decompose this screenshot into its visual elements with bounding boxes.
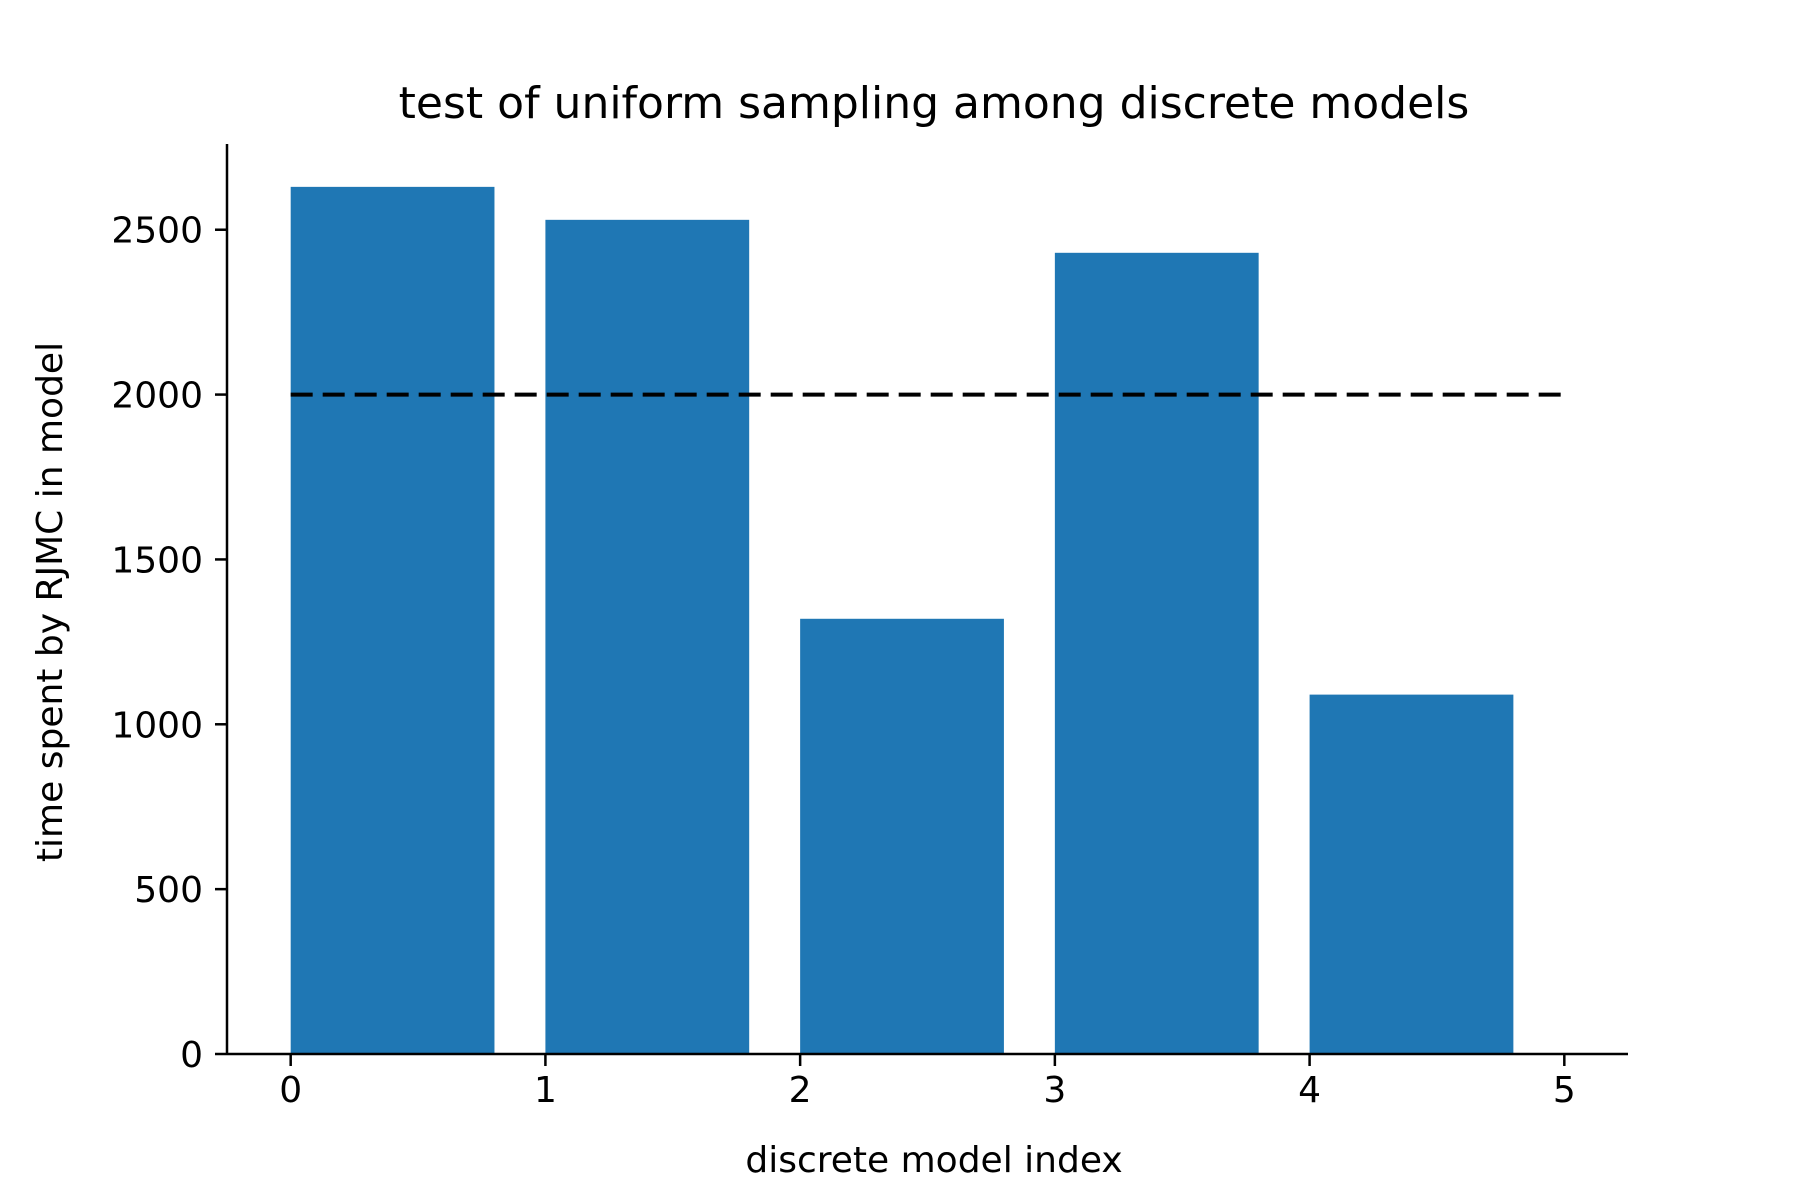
x-tick-label: 3 bbox=[1043, 1070, 1066, 1111]
bar-model-2 bbox=[800, 618, 1004, 1054]
y-tick-label: 2000 bbox=[111, 376, 203, 417]
x-tick-label: 0 bbox=[279, 1070, 302, 1111]
x-axis-label: discrete model index bbox=[745, 1140, 1122, 1181]
bar-model-3 bbox=[1054, 252, 1259, 1055]
y-tick-label: 500 bbox=[134, 870, 203, 911]
x-tick-label: 5 bbox=[1553, 1070, 1576, 1111]
x-tick-label: 4 bbox=[1298, 1070, 1321, 1111]
y-tick-label: 0 bbox=[180, 1035, 203, 1076]
axes-group bbox=[225, 144, 1628, 1056]
x-ticks-group: 0 1 2 3 4 5 bbox=[279, 1054, 1576, 1111]
y-ticks-group: 0 500 1000 1500 2000 2500 bbox=[111, 211, 227, 1076]
x-tick-label: 1 bbox=[534, 1070, 557, 1111]
bar-model-1 bbox=[545, 219, 750, 1055]
x-tick-label: 2 bbox=[789, 1070, 812, 1111]
y-tick-label: 1500 bbox=[111, 540, 203, 581]
y-axis-label: time spent by RJMC in model bbox=[30, 342, 71, 862]
bar-model-4 bbox=[1309, 694, 1514, 1054]
y-tick-label: 1000 bbox=[111, 705, 203, 746]
y-tick-label: 2500 bbox=[111, 211, 203, 252]
chart-title: test of uniform sampling among discrete … bbox=[399, 78, 1470, 129]
bar-model-0 bbox=[290, 186, 495, 1055]
bars-group bbox=[290, 186, 1514, 1055]
